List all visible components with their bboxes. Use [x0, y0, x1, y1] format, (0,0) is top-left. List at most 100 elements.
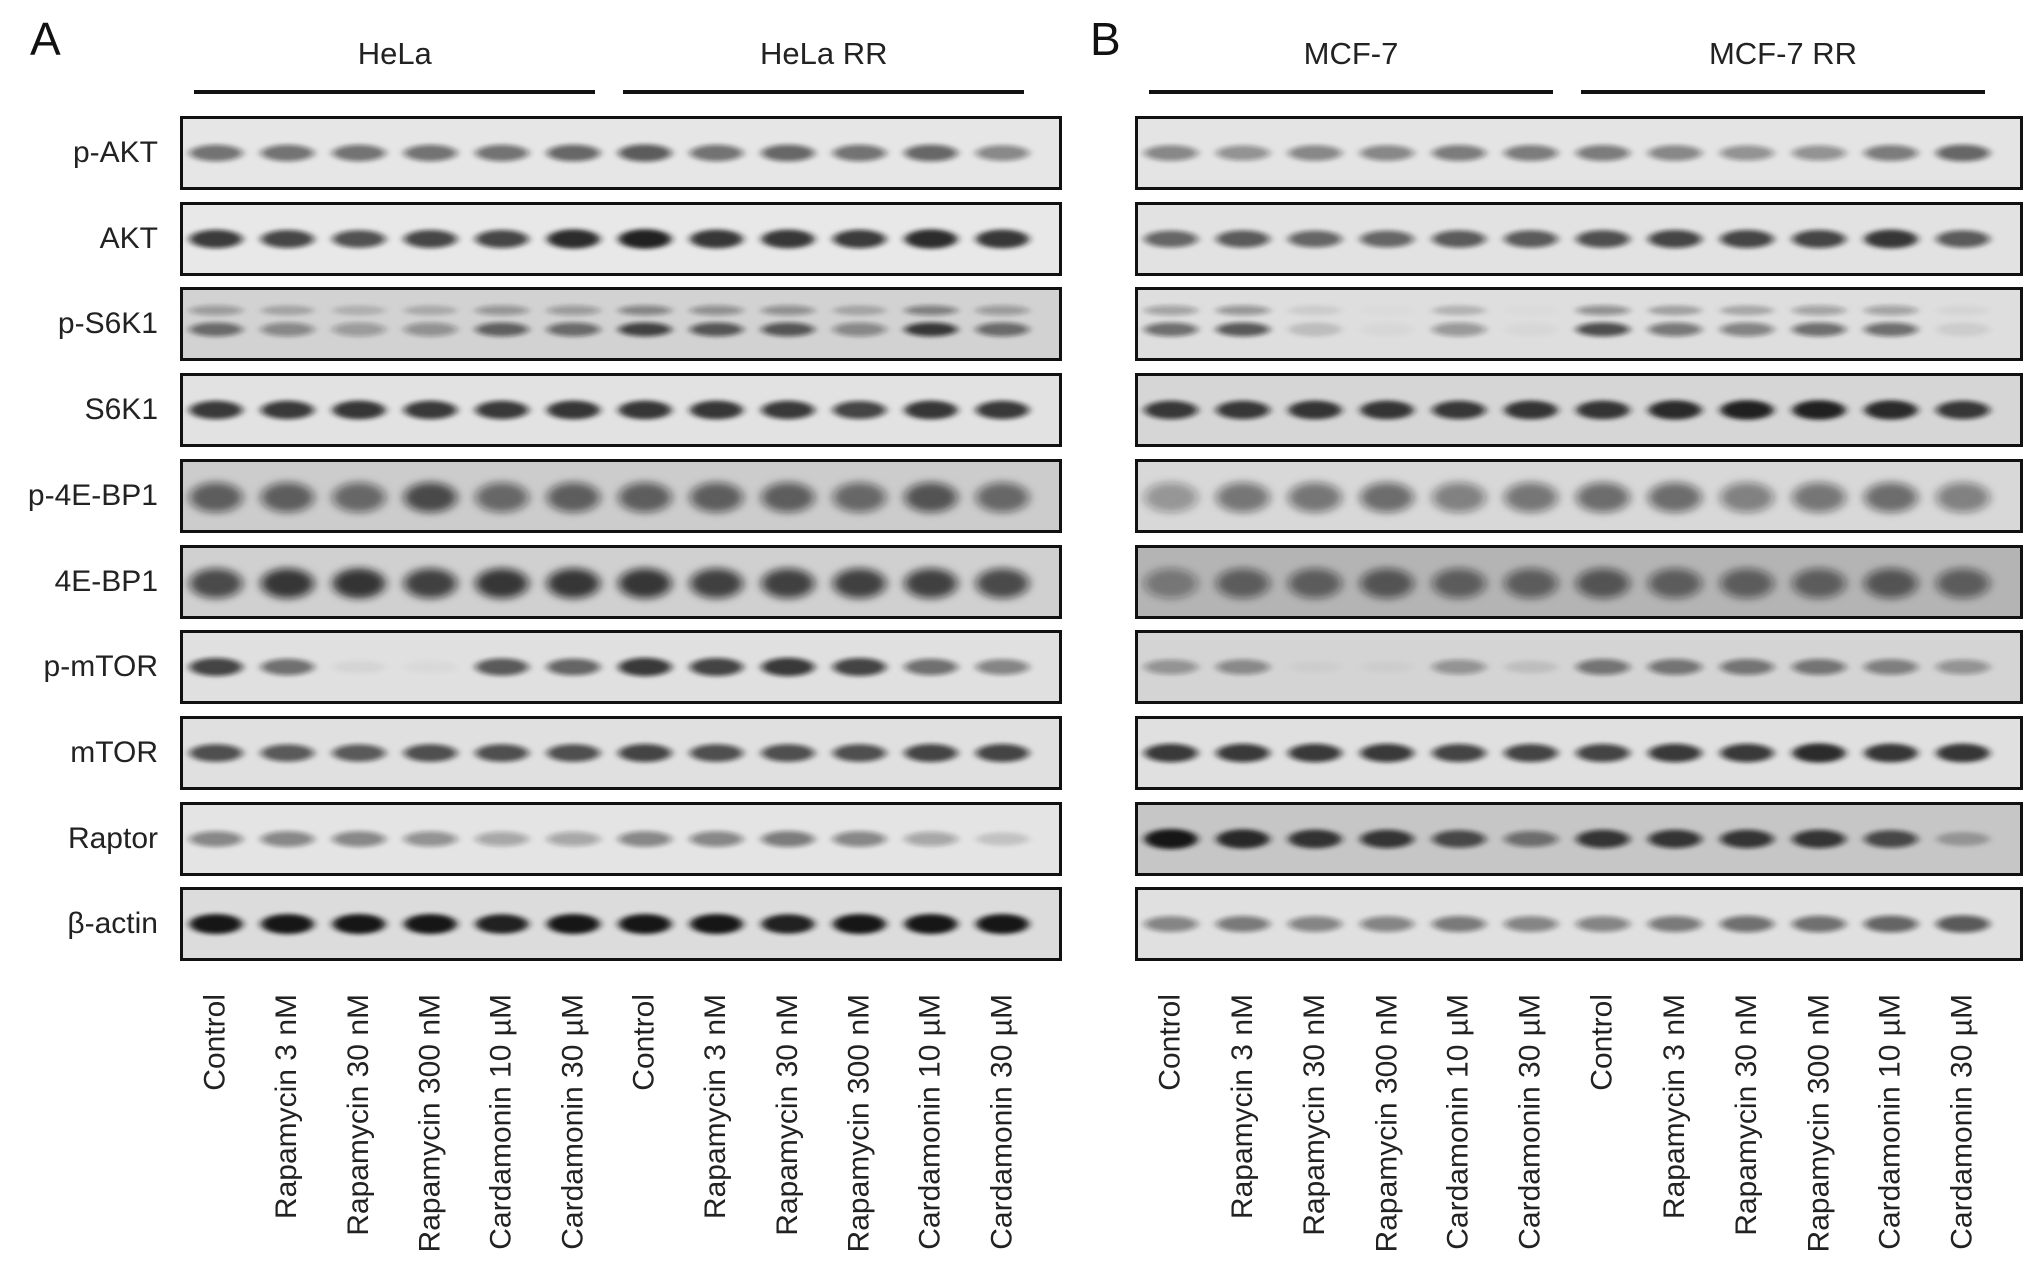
group-header-hela: HeLa: [357, 36, 432, 71]
protein-band: [1864, 482, 1918, 513]
protein-band: [1576, 400, 1630, 420]
blot-bands: [189, 144, 1029, 162]
protein-band: [547, 144, 600, 162]
protein-band: [189, 567, 243, 598]
protein-band: [1720, 145, 1774, 161]
blot-strip: [1135, 373, 2023, 448]
protein-band: [1216, 916, 1270, 933]
blot-strip: [1135, 715, 2023, 790]
protein-band: [1936, 400, 1990, 420]
protein-label: p-mTOR: [43, 650, 158, 684]
protein-label: β-actin: [67, 907, 158, 941]
lane-label-text: Cardamonin 10 µM: [485, 994, 518, 1250]
protein-band: [690, 482, 743, 513]
protein-band: [833, 229, 886, 248]
protein-band: [1432, 400, 1486, 420]
protein-band: [332, 305, 386, 316]
protein-band: [904, 322, 958, 337]
protein-band: [1432, 145, 1486, 161]
protein-band: [261, 229, 314, 248]
protein-band: [690, 305, 743, 316]
protein-band: [332, 830, 386, 847]
protein-band: [261, 144, 314, 162]
protein-band: [1432, 482, 1486, 513]
protein-band: [332, 914, 386, 935]
protein-band: [690, 400, 743, 420]
protein-band: [1936, 743, 1990, 763]
protein-band: [547, 322, 600, 337]
protein-band: [475, 658, 529, 676]
protein-band: [1792, 916, 1846, 933]
lane-label-text: Cardamonin 10 µM: [1442, 994, 1475, 1250]
blot-bands: [1144, 567, 1990, 598]
blot-strip: [180, 373, 1062, 448]
protein-band: [1288, 305, 1342, 316]
protein-band: [1648, 659, 1702, 676]
protein-band: [1504, 482, 1558, 513]
protein-band: [189, 830, 243, 847]
protein-band: [904, 305, 958, 316]
protein-band: [261, 658, 314, 676]
lane-label-text: Rapamycin 300 nM: [413, 994, 447, 1253]
protein-band: [261, 400, 314, 420]
protein-band: [1936, 915, 1990, 933]
protein-band: [1648, 305, 1702, 316]
blot-bands: [189, 657, 1029, 677]
protein-band: [189, 322, 243, 337]
lane-label-text: Rapamycin 300 nM: [1370, 994, 1403, 1253]
blot-bands: [189, 830, 1029, 847]
protein-band: [1720, 229, 1774, 248]
protein-band: [833, 144, 886, 162]
protein-label: 4E-BP1: [54, 564, 158, 598]
protein-band: [404, 229, 457, 248]
lane-label-text: Cardamonin 30 µM: [556, 994, 590, 1250]
protein-band: [976, 914, 1029, 935]
protein-band: [1144, 828, 1198, 849]
lane-label-text: Cardamonin 10 µM: [1874, 994, 1907, 1250]
protein-band: [1504, 323, 1557, 337]
protein-band: [690, 914, 743, 935]
protein-band: [547, 229, 600, 249]
protein-band: [1792, 482, 1846, 513]
lane-label-text: Rapamycin 3 nM: [699, 994, 733, 1220]
blot-bands: [1144, 659, 1990, 676]
lane-label-text: Control: [1586, 994, 1619, 1091]
protein-band: [547, 914, 600, 935]
protein-band: [1432, 305, 1486, 316]
protein-band: [1792, 229, 1846, 248]
group-header-mcf-7: MCF-7: [1303, 36, 1399, 71]
lane-label-text: Rapamycin 30 nM: [771, 994, 804, 1236]
protein-band: [332, 229, 386, 248]
protein-band: [1864, 743, 1918, 763]
protein-band: [690, 322, 743, 337]
protein-band: [1504, 743, 1558, 762]
protein-band: [547, 482, 600, 513]
protein-band: [1792, 305, 1846, 316]
group-underline: [1581, 90, 1985, 94]
protein-band: [404, 830, 457, 847]
lane-label-text: Rapamycin 300 nM: [842, 994, 876, 1253]
blot-strip: [1135, 287, 2023, 362]
protein-band: [761, 567, 815, 598]
blot-bands: [1144, 400, 1990, 420]
protein-band: [1432, 322, 1486, 337]
protein-band: [1216, 400, 1270, 420]
blot-bands: [189, 567, 1029, 598]
protein-band: [1576, 916, 1630, 933]
protein-band: [976, 322, 1029, 337]
protein-band: [332, 660, 386, 674]
protein-band: [1792, 145, 1846, 161]
blot-bands: [1144, 828, 1990, 849]
protein-band: [475, 322, 529, 337]
protein-band: [1936, 659, 1990, 675]
lane-label-text: Cardamonin 10 µM: [914, 994, 947, 1250]
protein-band: [618, 482, 672, 513]
protein-band: [1504, 567, 1558, 598]
protein-band: [1216, 305, 1270, 316]
protein-band: [1576, 829, 1630, 848]
lane-label-text: Control: [1154, 994, 1187, 1091]
group-header-hela-rr: HeLa RR: [760, 36, 888, 71]
protein-band: [404, 400, 457, 420]
protein-band: [976, 305, 1029, 316]
protein-band: [1360, 323, 1413, 337]
